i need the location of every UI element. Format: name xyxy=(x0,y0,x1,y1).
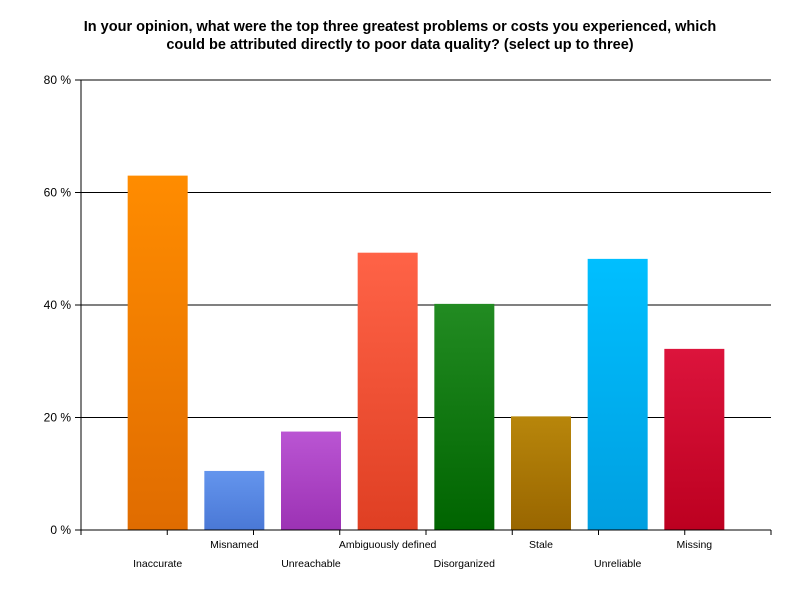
bar-unreachable xyxy=(281,431,341,530)
bar-missing xyxy=(664,348,725,530)
y-tick-label: 80 % xyxy=(44,73,72,87)
bar-misnamed xyxy=(204,470,265,530)
x-category-label: Missing xyxy=(677,539,713,551)
bar-inaccurate xyxy=(127,175,188,530)
chart-title-line-1: In your opinion, what were the top three… xyxy=(83,19,717,35)
y-tick-label: 20 % xyxy=(44,411,72,425)
x-category-label: Stale xyxy=(529,539,553,551)
bar-stale xyxy=(511,416,571,530)
x-category-label: Ambiguously defined xyxy=(339,539,437,551)
chart-title: In your opinion, what were the top three… xyxy=(40,18,760,54)
y-tick-label: 0 % xyxy=(50,523,71,537)
x-category-label: Inaccurate xyxy=(133,558,182,570)
x-category-label: Disorganized xyxy=(434,558,495,570)
x-category-label: Misnamed xyxy=(210,539,259,551)
x-category-label: Unreachable xyxy=(281,558,341,570)
y-tick-label: 40 % xyxy=(44,298,72,312)
bar-disorganized xyxy=(434,303,495,530)
y-tick-label: 60 % xyxy=(44,186,72,200)
x-category-label: Unreliable xyxy=(594,558,641,570)
bar-ambiguously-defined xyxy=(357,252,418,530)
bar-unreliable xyxy=(587,258,648,530)
chart-title-line-2: could be attributed directly to poor dat… xyxy=(166,37,634,53)
